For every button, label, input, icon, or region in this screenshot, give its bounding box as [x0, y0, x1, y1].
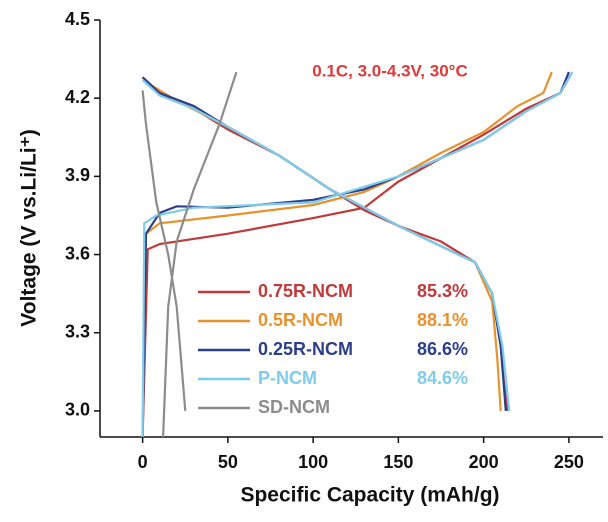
legend-note: 84.6% — [417, 368, 468, 388]
x-axis-label: Specific Capacity (mAh/g) — [240, 484, 499, 507]
y-tick-label: 3.6 — [65, 243, 90, 263]
y-tick-label: 3.3 — [65, 322, 90, 342]
annotation: 0.1C, 3.0-4.3V, 30°C — [312, 61, 468, 80]
legend-note: 85.3% — [417, 281, 468, 301]
y-tick-label: 3.0 — [65, 400, 90, 420]
x-tick-label: 200 — [469, 452, 499, 472]
x-tick-label: 50 — [218, 452, 238, 472]
legend-label: 0.5R-NCM — [258, 310, 343, 330]
x-tick-label: 100 — [298, 452, 328, 472]
series-line — [141, 71, 553, 438]
legend-label: SD-NCM — [258, 397, 330, 417]
legend-note: 88.1% — [417, 310, 468, 330]
x-tick-label: 150 — [383, 452, 413, 472]
y-tick-label: 4.2 — [65, 87, 90, 107]
x-tick-label: 250 — [554, 452, 584, 472]
legend-label: 0.75R-NCM — [258, 281, 353, 301]
series-line — [141, 71, 574, 438]
legend-note: 86.6% — [417, 339, 468, 359]
series-line — [141, 71, 574, 438]
x-tick-label: 0 — [138, 452, 148, 472]
y-tick-label: 4.5 — [65, 9, 90, 29]
series-line — [141, 71, 238, 438]
legend-label: P-NCM — [258, 368, 317, 388]
legend-label: 0.25R-NCM — [258, 339, 353, 359]
y-tick-label: 3.9 — [65, 165, 90, 185]
y-axis-label: Voltage (V vs.Li/Li⁺) — [18, 129, 41, 326]
